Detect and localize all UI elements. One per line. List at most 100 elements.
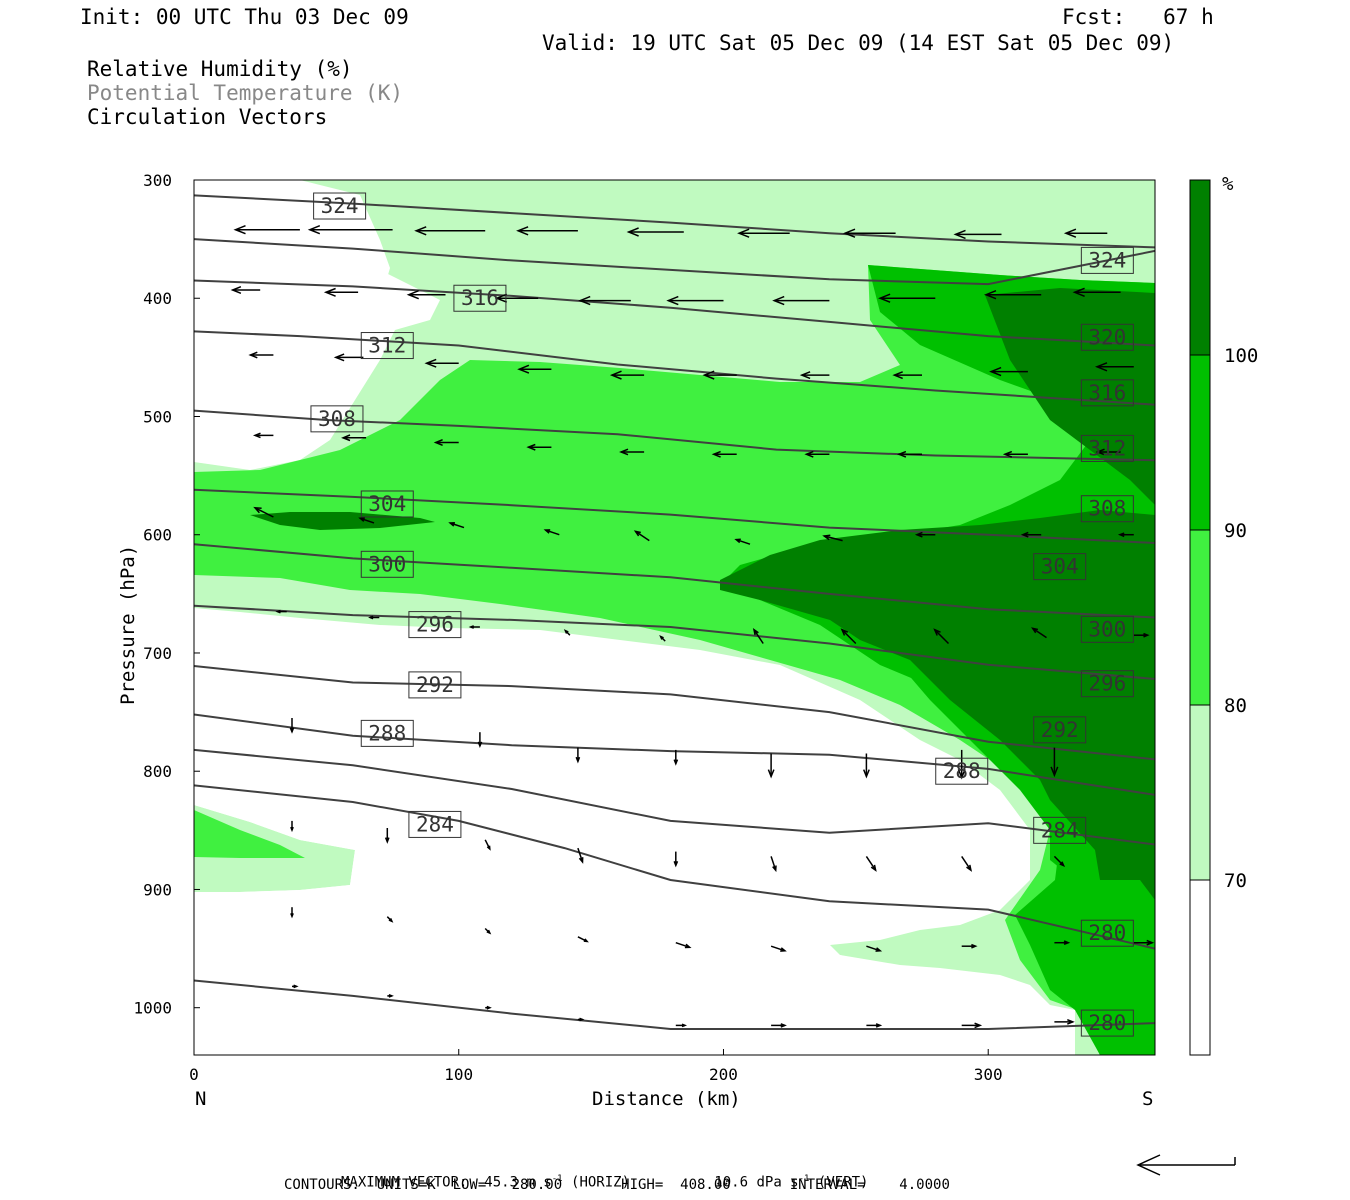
circulation-vector: [619, 448, 645, 456]
circulation-vector: [1002, 450, 1028, 458]
colorbar-tick-90: 90: [1224, 520, 1247, 542]
circulation-vector: [840, 628, 857, 645]
y-tick-label: 500: [143, 407, 172, 426]
svg-text:296: 296: [416, 613, 454, 637]
circulation-vector: [233, 225, 300, 235]
circulation-vector: [516, 226, 578, 236]
circulation-vectors: [102, 223, 1155, 1029]
x-end-label-right: S: [1142, 1088, 1153, 1110]
circulation-vector: [577, 1017, 585, 1022]
y-tick-label: 600: [143, 526, 172, 545]
x-tick-label: 300: [974, 1065, 1003, 1084]
max-vector-arrow: [1136, 1154, 1236, 1176]
circulation-vector: [961, 855, 973, 872]
svg-text:320: 320: [1088, 325, 1126, 349]
circulation-vector: [659, 635, 666, 642]
x-axis-title: Distance (km): [592, 1088, 741, 1110]
circulation-vector: [957, 749, 966, 780]
circulation-vector: [468, 625, 480, 629]
x-tick-label: 0: [189, 1065, 199, 1084]
field-rh-label: Relative Humidity (%): [87, 57, 353, 81]
theta-label-300: 300: [360, 550, 414, 578]
circulation-vector: [1020, 531, 1042, 538]
svg-text:292: 292: [1041, 718, 1079, 742]
theta-label-284: 284: [408, 810, 462, 838]
circulation-vector: [865, 855, 877, 872]
circulation-vector: [448, 522, 465, 529]
theta-label-324: 324: [1080, 246, 1134, 274]
init-time: Init: 00 UTC Thu 03 Dec 09: [80, 5, 409, 29]
circulation-vector: [406, 290, 446, 300]
circulation-vector: [102, 223, 194, 231]
theta-contour-288: [194, 748, 1155, 846]
theta-label-288: 288: [935, 757, 989, 785]
axes: 300 400 500 600 700 800 900 1000 0 100 200 300: [133, 171, 1002, 1084]
circulation-vector: [1063, 228, 1108, 238]
svg-text:308: 308: [318, 407, 356, 431]
circulation-vector: [484, 839, 491, 851]
colorbar-70: [1189, 704, 1211, 881]
svg-text:296: 296: [1088, 672, 1126, 696]
svg-text:324: 324: [321, 194, 359, 218]
circulation-vector: [914, 531, 936, 538]
circulation-vector: [842, 228, 896, 238]
max-vector-horiz-unit: (HORIZ): [571, 1174, 631, 1191]
svg-text:316: 316: [1088, 381, 1126, 405]
circulation-vector: [517, 364, 552, 374]
svg-text:288: 288: [368, 721, 406, 745]
theta-label-308: 308: [310, 405, 364, 433]
theta-contour-312: [194, 409, 1155, 462]
circulation-vector: [933, 628, 950, 645]
circulation-vector: [433, 439, 459, 446]
svg-text:304: 304: [368, 492, 406, 516]
circulation-vector: [863, 753, 870, 779]
circulation-vector: [384, 828, 390, 844]
theta-label-304: 304: [360, 490, 414, 518]
circulation-vector: [772, 295, 830, 306]
theta-contour-320: [194, 279, 1155, 347]
max-vector-label: MAXIMUM VECTOR:: [341, 1174, 468, 1191]
svg-text:280: 280: [1088, 1011, 1126, 1035]
circulation-vector: [633, 530, 650, 542]
circulation-vector: [771, 1023, 787, 1028]
svg-text:284: 284: [416, 812, 454, 836]
field-theta-label: Potential Temperature (K): [87, 81, 404, 105]
colorbar-tick-70: 70: [1224, 870, 1247, 892]
circulation-vector: [323, 287, 359, 297]
circulation-vector: [526, 443, 552, 451]
circulation-vector: [711, 450, 737, 458]
svg-text:292: 292: [416, 673, 454, 697]
circulation-vector: [543, 529, 560, 536]
circulation-vector: [767, 753, 775, 779]
theta-label-292: 292: [408, 671, 462, 699]
circulation-vector: [1133, 939, 1155, 946]
circulation-vector: [961, 943, 978, 949]
y-tick-label: 400: [143, 289, 172, 308]
theta-label-296: 296: [408, 611, 462, 639]
colorbar: % 100 90 80 70: [1189, 173, 1258, 1056]
forecast-hour: Fcst: 67 h: [1062, 5, 1214, 29]
y-tick-label: 1000: [133, 999, 172, 1018]
svg-text:304: 304: [1041, 555, 1079, 579]
circulation-vector: [896, 450, 922, 458]
x-end-label-left: N: [195, 1088, 206, 1110]
circulation-vector: [333, 353, 364, 362]
circulation-vector: [253, 506, 274, 518]
circulation-vector: [307, 225, 393, 235]
circulation-vector: [953, 229, 1002, 240]
svg-text:300: 300: [1088, 617, 1126, 641]
rh-dry-lower: [194, 655, 1075, 1055]
colorbar-white: [1189, 879, 1211, 1056]
circulation-vector: [248, 351, 274, 359]
circulation-vector: [822, 534, 843, 542]
circulation-vector: [577, 847, 584, 864]
theta-label-280: 280: [1080, 919, 1134, 947]
colorbar-80: [1189, 529, 1211, 706]
circulation-vector: [230, 286, 261, 294]
circulation-vector: [666, 295, 724, 306]
circulation-vector: [983, 290, 1042, 300]
theta-label-324: 324: [313, 192, 367, 220]
theta-contour-308: [194, 488, 1155, 544]
theta-contour-316: [194, 330, 1155, 406]
